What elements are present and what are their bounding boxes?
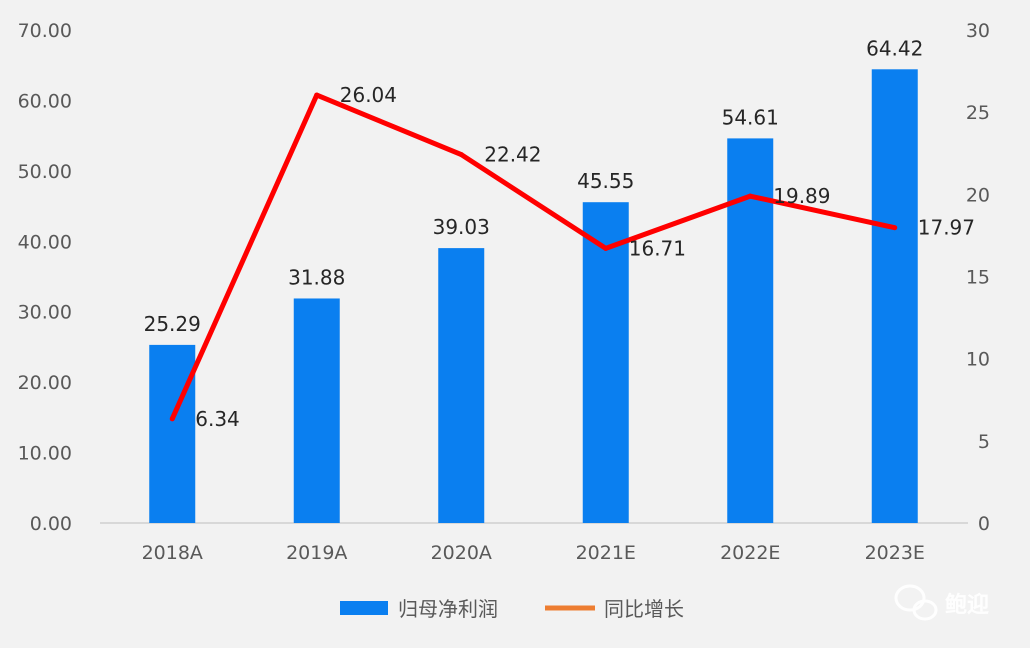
x-tick-label: 2022E <box>720 542 780 564</box>
line-data-label: 19.89 <box>773 184 830 208</box>
growth-line <box>169 92 896 420</box>
bar <box>149 344 196 523</box>
legend-swatch-bar <box>340 601 388 615</box>
bar-series: 25.29 31.88 39.03 45.55 54.61 64.42 <box>144 36 923 524</box>
y-right-axis: 0 5 10 15 20 25 30 <box>966 20 990 535</box>
bar-data-label: 45.55 <box>577 169 634 193</box>
wechat-icon <box>894 584 938 621</box>
legend-label-bar: 归母净利润 <box>398 597 498 621</box>
bar <box>293 298 340 523</box>
line-point <box>892 225 898 231</box>
line-data-label: 26.04 <box>340 83 397 107</box>
y-left-tick-label: 10.00 <box>18 443 72 465</box>
line-point <box>169 416 175 422</box>
line-data-label: 17.97 <box>918 216 975 240</box>
bar-data-label: 54.61 <box>722 105 779 129</box>
bar <box>438 248 485 523</box>
bar-data-label: 39.03 <box>433 215 490 239</box>
y-left-tick-label: 0.00 <box>30 513 72 535</box>
y-right-tick-label: 25 <box>966 102 990 124</box>
x-tick-label: 2018A <box>142 542 203 564</box>
line-point <box>314 92 320 98</box>
x-tick-label: 2019A <box>286 542 347 564</box>
y-right-tick-label: 30 <box>966 20 990 42</box>
y-right-tick-label: 15 <box>966 267 990 289</box>
bar <box>582 202 629 523</box>
bar-data-label: 64.42 <box>866 36 923 60</box>
line-data-label: 22.42 <box>484 143 541 167</box>
line-point <box>458 152 464 158</box>
bar-data-label: 31.88 <box>288 265 345 289</box>
y-left-axis: 0.00 10.00 20.00 30.00 40.00 50.00 60.00 70.00 <box>18 20 72 535</box>
bar-data-label: 25.29 <box>144 312 201 336</box>
line-data-label: 16.71 <box>629 236 686 260</box>
line-point <box>747 193 753 199</box>
y-left-tick-label: 50.00 <box>18 161 72 183</box>
line-data-label: 6.34 <box>195 407 240 431</box>
y-left-tick-label: 30.00 <box>18 302 72 324</box>
y-right-tick-label: 10 <box>966 349 990 371</box>
y-right-tick-label: 5 <box>978 431 990 453</box>
x-tick-label: 2020A <box>431 542 492 564</box>
y-left-tick-label: 70.00 <box>18 20 72 42</box>
watermark: 鲍迎 <box>894 584 989 621</box>
y-right-tick-label: 0 <box>978 513 990 535</box>
line-point <box>603 245 609 251</box>
x-tick-label: 2021E <box>576 542 636 564</box>
x-axis: 2018A 2019A 2020A 2021E 2022E 2023E <box>142 542 925 564</box>
bar <box>871 69 918 524</box>
x-tick-label: 2023E <box>865 542 925 564</box>
watermark-text: 鲍迎 <box>945 592 989 618</box>
y-left-tick-label: 40.00 <box>18 231 72 253</box>
legend: 归母净利润 同比增长 <box>340 597 684 621</box>
legend-label-line: 同比增长 <box>604 597 684 621</box>
y-left-tick-label: 20.00 <box>18 372 72 394</box>
y-right-tick-label: 20 <box>966 184 990 206</box>
line-series: 6.34 26.04 22.42 16.71 19.89 17.97 <box>169 83 975 431</box>
y-left-tick-label: 60.00 <box>18 90 72 112</box>
